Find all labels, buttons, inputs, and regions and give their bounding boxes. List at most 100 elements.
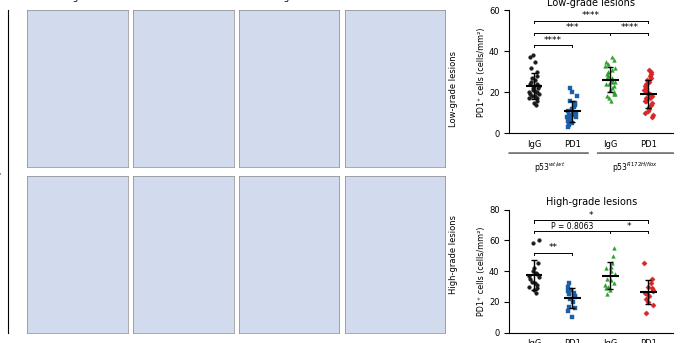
Point — [645, 71, 656, 76]
Point — [564, 112, 575, 118]
Point — [528, 265, 539, 271]
Point — [642, 292, 653, 297]
Point — [524, 273, 534, 279]
Point — [602, 73, 613, 79]
Text: P = 0.8063: P = 0.8063 — [551, 222, 594, 230]
Point — [606, 75, 617, 81]
Point — [602, 292, 613, 297]
Point — [641, 90, 652, 95]
Point — [567, 106, 578, 111]
Point — [600, 81, 611, 87]
Point — [530, 102, 541, 107]
Title: Low-grade lesions: Low-grade lesions — [547, 0, 635, 8]
Point — [643, 92, 653, 97]
Point — [600, 282, 611, 288]
Point — [647, 287, 658, 292]
Point — [524, 81, 535, 87]
Point — [529, 94, 540, 99]
Point — [645, 75, 656, 81]
Point — [639, 87, 650, 93]
Point — [640, 83, 651, 89]
Point — [641, 77, 652, 83]
Point — [643, 104, 654, 109]
Text: *: * — [627, 222, 632, 230]
Point — [528, 269, 539, 274]
Point — [607, 55, 617, 60]
Point — [647, 288, 658, 294]
Point — [644, 96, 655, 101]
Point — [639, 98, 650, 103]
Point — [643, 79, 654, 85]
Point — [567, 110, 578, 116]
Point — [532, 73, 543, 79]
Point — [645, 92, 656, 97]
Y-axis label: PD1⁺ cells (cells/mm²): PD1⁺ cells (cells/mm²) — [477, 226, 486, 316]
Point — [532, 96, 543, 101]
Point — [645, 102, 656, 107]
Text: Anti–PD-1: Anti–PD-1 — [373, 0, 417, 2]
Point — [528, 87, 539, 93]
Point — [602, 94, 613, 99]
Point — [532, 69, 543, 74]
Point — [530, 290, 541, 295]
Point — [532, 285, 543, 291]
Point — [529, 83, 540, 89]
Point — [531, 90, 542, 95]
Point — [524, 96, 535, 101]
Point — [529, 281, 540, 286]
Point — [526, 79, 537, 85]
Point — [570, 295, 581, 300]
Point — [533, 238, 544, 243]
Point — [646, 94, 657, 99]
Point — [607, 85, 618, 91]
Text: High-grade lesions: High-grade lesions — [449, 215, 458, 294]
Point — [526, 65, 537, 70]
Point — [531, 270, 542, 275]
Point — [604, 96, 615, 101]
Point — [608, 253, 619, 259]
Point — [524, 276, 535, 282]
Point — [609, 281, 619, 286]
Point — [641, 85, 652, 91]
Point — [600, 63, 611, 68]
Point — [568, 290, 579, 295]
Point — [564, 296, 575, 301]
Point — [530, 59, 541, 64]
Point — [528, 241, 539, 246]
Point — [566, 287, 577, 292]
Point — [645, 281, 656, 286]
Point — [605, 269, 616, 274]
Point — [645, 73, 656, 79]
Text: Anti–PD-1: Anti–PD-1 — [161, 0, 205, 2]
Text: Low-grade lesions: Low-grade lesions — [449, 50, 458, 127]
Point — [524, 92, 535, 97]
Point — [609, 83, 619, 89]
Point — [608, 245, 619, 251]
Point — [566, 90, 577, 95]
Point — [526, 279, 537, 285]
Point — [647, 302, 658, 308]
Point — [646, 114, 657, 120]
Text: ****: **** — [582, 11, 600, 20]
Point — [607, 79, 617, 85]
Point — [646, 100, 657, 105]
Point — [562, 308, 573, 314]
Point — [562, 108, 573, 114]
Point — [570, 100, 581, 105]
Point — [566, 120, 577, 126]
Point — [529, 77, 540, 83]
Point — [532, 81, 543, 87]
Point — [564, 98, 575, 103]
Point — [639, 261, 649, 266]
Point — [640, 110, 651, 116]
Point — [641, 98, 651, 103]
Point — [641, 296, 651, 301]
Point — [609, 272, 620, 277]
Text: IgG: IgG — [282, 0, 296, 2]
Point — [564, 120, 575, 126]
Text: IgG: IgG — [70, 0, 85, 2]
Point — [563, 122, 574, 128]
Point — [524, 284, 535, 289]
Point — [568, 104, 579, 109]
Point — [534, 275, 545, 280]
